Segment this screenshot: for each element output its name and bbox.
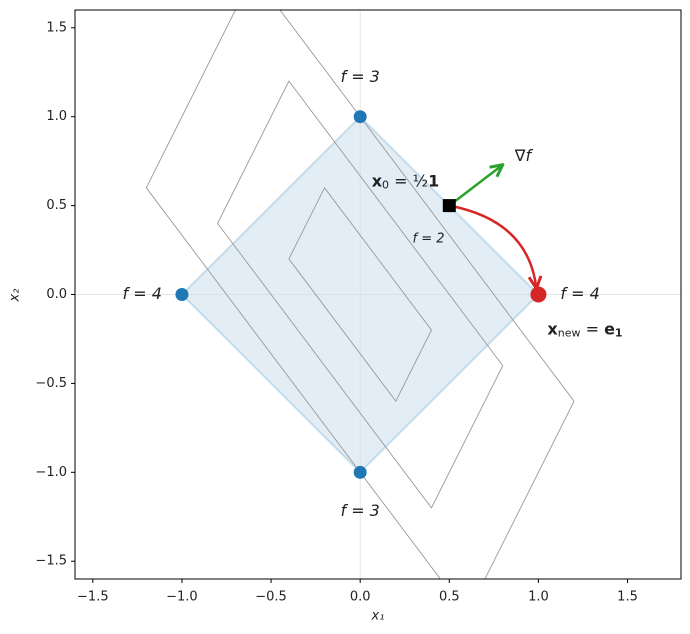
- step-arrow: [449, 204, 536, 289]
- y-tick-label: −1.5: [35, 554, 67, 569]
- y-tick-label: 1.0: [46, 109, 67, 124]
- point: [353, 465, 367, 479]
- annotation-part: =: [580, 319, 604, 338]
- point-label: f = 4: [560, 284, 599, 303]
- annotation: xnew = e1: [547, 319, 622, 340]
- point: [175, 288, 189, 301]
- y-tick-label: −1.0: [35, 465, 67, 480]
- start-point: [442, 199, 456, 213]
- x-tick-label: 1.0: [528, 590, 549, 605]
- contour: [217, 80, 504, 509]
- annotation-part: 1: [428, 171, 439, 190]
- point-label: f = 4: [123, 284, 162, 303]
- annotation-part: x: [547, 319, 558, 338]
- gradient-arrow: [448, 165, 502, 207]
- x-tick-label: 0.0: [350, 590, 371, 605]
- y-tick-label: 0.0: [46, 287, 67, 302]
- x-tick-label: −1.0: [166, 590, 198, 605]
- annotation-part: new: [558, 327, 581, 340]
- x-tick-label: −1.5: [77, 590, 109, 605]
- x-tick-label: 1.5: [617, 590, 638, 605]
- x-tick-label: −0.5: [255, 590, 287, 605]
- gradient-label: ∇f: [514, 146, 534, 165]
- x-axis-label: x₁: [371, 609, 385, 624]
- point-label: f = 3: [340, 501, 379, 520]
- contour-label: f = 2: [413, 231, 445, 246]
- annotation: x0 = ½1: [372, 171, 440, 192]
- x-tick-label: 0.5: [439, 590, 460, 605]
- point: [530, 286, 547, 303]
- annotation-part: e: [604, 319, 615, 338]
- y-tick-label: 0.5: [46, 198, 67, 213]
- point: [353, 110, 367, 124]
- annotation-part: x: [372, 171, 383, 190]
- point-label: f = 3: [340, 67, 379, 86]
- y-tick-label: 1.5: [46, 20, 67, 35]
- annotation-part: = ½: [389, 171, 428, 190]
- y-tick-label: −0.5: [35, 376, 67, 391]
- annotation-part: 0: [382, 179, 389, 192]
- annotation-part: 1: [615, 327, 623, 340]
- contour: [145, 10, 575, 579]
- contour: [288, 186, 432, 403]
- y-axis-label: x₂: [8, 289, 23, 303]
